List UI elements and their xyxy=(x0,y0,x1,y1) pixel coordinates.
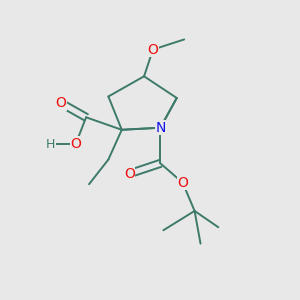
Text: H: H xyxy=(46,138,55,151)
Text: N: N xyxy=(155,121,166,135)
Text: O: O xyxy=(70,137,81,151)
Text: O: O xyxy=(177,176,188,190)
Text: O: O xyxy=(124,167,135,181)
Text: O: O xyxy=(148,43,158,56)
Text: O: O xyxy=(56,96,66,110)
